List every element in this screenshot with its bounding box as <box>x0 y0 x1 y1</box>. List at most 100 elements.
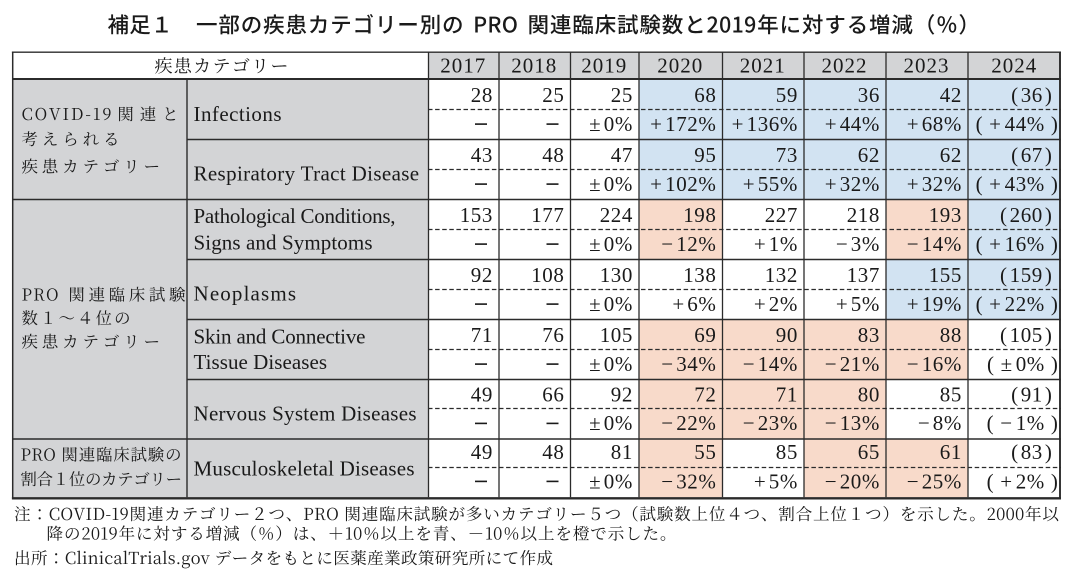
svg-text:73: 73 <box>776 143 798 167</box>
svg-text:61: 61 <box>940 440 962 464</box>
svg-text:(+43%): (+43%) <box>976 172 1059 196</box>
svg-text:2018: 2018 <box>511 54 557 78</box>
svg-text:Infections: Infections <box>194 102 282 126</box>
svg-text:±0%: ±0% <box>589 112 633 136</box>
svg-text:2020: 2020 <box>657 54 703 78</box>
svg-text:+5%: +5% <box>754 469 798 493</box>
svg-text:Tissue Diseases: Tissue Diseases <box>194 350 328 374</box>
svg-text:±0%: ±0% <box>589 292 633 316</box>
svg-text:218: 218 <box>847 203 880 227</box>
svg-text:(67): (67) <box>1011 143 1052 167</box>
svg-text:71: 71 <box>776 382 798 406</box>
svg-text:−14%: −14% <box>907 232 962 256</box>
svg-text:28: 28 <box>471 83 493 107</box>
svg-text:(+22%): (+22%) <box>976 292 1059 316</box>
svg-text:(36): (36) <box>1011 83 1052 107</box>
svg-text:(+44%): (+44%) <box>976 112 1059 136</box>
svg-text:153: 153 <box>460 203 493 227</box>
svg-text:−14%: −14% <box>743 352 798 376</box>
svg-text:80: 80 <box>858 382 880 406</box>
svg-text:+102%: +102% <box>650 172 716 196</box>
svg-text:88: 88 <box>940 323 962 347</box>
svg-text:2023: 2023 <box>904 54 950 78</box>
svg-text:Musculoskeletal Diseases: Musculoskeletal Diseases <box>194 457 415 481</box>
svg-text:+172%: +172% <box>650 112 716 136</box>
svg-text:85: 85 <box>940 382 962 406</box>
svg-text:Respiratory Tract Disease: Respiratory Tract Disease <box>194 162 420 186</box>
svg-text:2021: 2021 <box>740 54 786 78</box>
svg-text:−16%: −16% <box>907 352 962 376</box>
svg-text:2017: 2017 <box>440 54 486 78</box>
svg-text:Nervous System Diseases: Nervous System Diseases <box>194 402 417 426</box>
svg-text:49: 49 <box>471 382 493 406</box>
svg-text:−20%: −20% <box>825 469 880 493</box>
svg-text:+2%: +2% <box>754 292 798 316</box>
svg-text:71: 71 <box>471 323 493 347</box>
svg-text:±0%: ±0% <box>589 411 633 435</box>
svg-text:65: 65 <box>858 440 880 464</box>
svg-text:+32%: +32% <box>907 172 962 196</box>
svg-text:90: 90 <box>776 323 798 347</box>
svg-text:42: 42 <box>940 83 962 107</box>
svg-text:(91): (91) <box>1011 382 1052 406</box>
svg-text:−12%: −12% <box>661 232 716 256</box>
svg-text:92: 92 <box>611 382 633 406</box>
svg-text:(+2%): (+2%) <box>987 469 1059 493</box>
svg-text:85: 85 <box>776 440 798 464</box>
svg-text:+136%: +136% <box>732 112 798 136</box>
svg-text:62: 62 <box>858 143 880 167</box>
svg-text:137: 137 <box>847 263 880 287</box>
svg-text:−22%: −22% <box>661 411 716 435</box>
svg-text:±0%: ±0% <box>589 172 633 196</box>
svg-text:Neoplasms: Neoplasms <box>194 282 298 306</box>
svg-text:+1%: +1% <box>754 232 798 256</box>
svg-text:66: 66 <box>542 382 564 406</box>
svg-text:92: 92 <box>471 263 493 287</box>
svg-text:177: 177 <box>531 203 564 227</box>
svg-text:(105): (105) <box>1000 323 1053 347</box>
svg-text:25: 25 <box>611 83 633 107</box>
svg-text:55: 55 <box>694 440 716 464</box>
svg-text:+6%: +6% <box>672 292 716 316</box>
svg-text:−25%: −25% <box>907 469 962 493</box>
svg-text:76: 76 <box>542 323 564 347</box>
svg-text:43: 43 <box>471 143 493 167</box>
svg-text:68: 68 <box>694 83 716 107</box>
svg-text:59: 59 <box>776 83 798 107</box>
svg-text:−3%: −3% <box>836 232 880 256</box>
svg-text:Skin and Connective: Skin and Connective <box>194 324 366 348</box>
svg-text:198: 198 <box>683 203 716 227</box>
svg-text:155: 155 <box>929 263 962 287</box>
svg-text:62: 62 <box>940 143 962 167</box>
svg-text:−23%: −23% <box>743 411 798 435</box>
svg-text:+55%: +55% <box>743 172 798 196</box>
svg-text:(±0%): (±0%) <box>987 352 1059 376</box>
svg-text:47: 47 <box>611 143 633 167</box>
svg-text:48: 48 <box>542 143 564 167</box>
svg-text:132: 132 <box>765 263 798 287</box>
svg-text:108: 108 <box>531 263 564 287</box>
svg-text:−34%: −34% <box>661 352 716 376</box>
svg-text:25: 25 <box>542 83 564 107</box>
svg-text:227: 227 <box>765 203 798 227</box>
svg-text:±0%: ±0% <box>589 232 633 256</box>
svg-text:±0%: ±0% <box>589 352 633 376</box>
svg-text:95: 95 <box>694 143 716 167</box>
svg-text:81: 81 <box>611 440 633 464</box>
svg-text:−13%: −13% <box>825 411 880 435</box>
svg-text:2022: 2022 <box>822 54 868 78</box>
svg-text:+5%: +5% <box>836 292 880 316</box>
svg-text:2019: 2019 <box>581 54 627 78</box>
svg-text:130: 130 <box>600 263 633 287</box>
svg-text:105: 105 <box>600 323 633 347</box>
svg-text:224: 224 <box>600 203 633 227</box>
svg-text:+19%: +19% <box>907 292 962 316</box>
svg-text:138: 138 <box>683 263 716 287</box>
svg-text:±0%: ±0% <box>589 469 633 493</box>
svg-text:72: 72 <box>694 382 716 406</box>
svg-text:(83): (83) <box>1011 440 1052 464</box>
svg-text:+32%: +32% <box>825 172 880 196</box>
svg-text:+68%: +68% <box>907 112 962 136</box>
svg-text:2024: 2024 <box>991 54 1037 78</box>
svg-text:36: 36 <box>858 83 880 107</box>
